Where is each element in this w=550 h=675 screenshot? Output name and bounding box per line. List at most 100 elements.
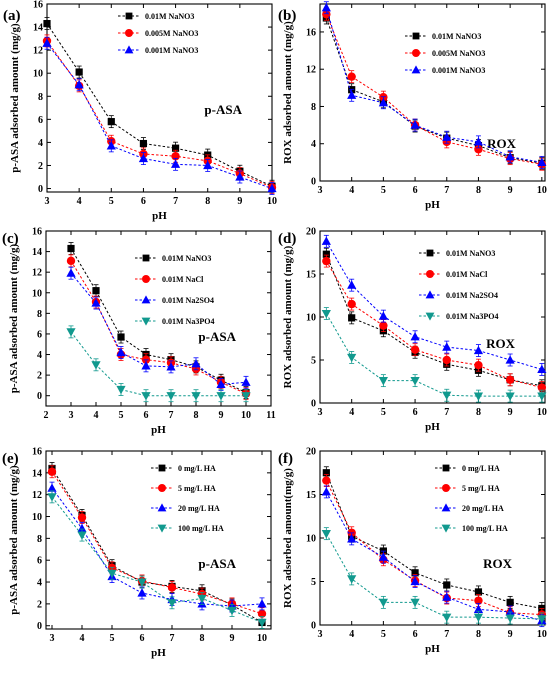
data-point (138, 153, 149, 163)
data-point (107, 569, 117, 579)
y-tick-label: 2 (37, 599, 42, 610)
x-tick-label: 3 (318, 629, 323, 640)
x-tick-label: 6 (144, 410, 149, 421)
data-point (77, 531, 87, 540)
legend-marker (442, 484, 450, 492)
legend-marker (141, 295, 151, 304)
x-tick-label: 6 (140, 633, 145, 644)
series-line (325, 491, 542, 622)
data-series (42, 36, 277, 195)
y-axis-label: p-ASA adsorbed amount (mg/g) (8, 465, 20, 615)
y-tick-label: 2 (38, 161, 43, 172)
legend-label: 0.005M NaNO3 (432, 49, 485, 58)
x-tick-label: 6 (413, 629, 418, 640)
y-tick-label: 8 (38, 92, 43, 103)
x-tick-label: 9 (230, 633, 235, 644)
x-tick-label: 7 (173, 196, 178, 207)
data-point (505, 607, 515, 616)
chart-panel: 3 4 5 6 7 8 9 10 0 5 10 15 20 pH ROX adsorbed amount (… (278, 227, 547, 434)
y-tick-label: 0 (37, 391, 42, 402)
y-tick-label: 16 (32, 227, 42, 238)
data-point (191, 358, 201, 368)
data-point (321, 236, 331, 245)
x-axis-label: pH (425, 199, 440, 211)
data-point (66, 328, 76, 337)
data-point (411, 569, 419, 577)
x-tick-label: 10 (537, 407, 547, 418)
y-tick-label: 8 (37, 309, 42, 320)
data-point (321, 309, 331, 319)
x-tick-label: 6 (413, 407, 418, 418)
legend-marker (125, 29, 133, 37)
y-tick-label: 5 (311, 577, 316, 588)
data-point (537, 392, 547, 401)
data-point (322, 476, 331, 485)
x-tick-label: 9 (508, 407, 513, 418)
data-point (66, 268, 76, 277)
series-line (325, 472, 542, 609)
legend-marker (141, 317, 151, 326)
legend-marker (442, 464, 450, 472)
legend-label: 5 mg/L HA (178, 484, 216, 493)
data-point (378, 311, 388, 320)
data-point (378, 97, 388, 107)
x-tick-label: 2 (44, 410, 49, 421)
y-tick-label: 16 (32, 447, 42, 458)
data-point (166, 392, 176, 401)
y-tick-label: 0 (37, 621, 42, 632)
series-line (46, 23, 273, 187)
legend-label: 20 mg/L HA (178, 504, 220, 513)
data-point (505, 151, 515, 161)
data-point (537, 364, 547, 374)
series-line (51, 487, 263, 607)
legend-marker (411, 65, 421, 74)
legend: 0.01M NaNO3 0.01M NaCl 0.01M Na2SO4 0.01M N… (419, 249, 498, 321)
legend-label: 0.005M NaNO3 (145, 29, 198, 38)
legend-marker (124, 45, 134, 54)
data-series (322, 474, 547, 621)
legend-label: 0.001M NaNO3 (145, 46, 198, 55)
data-point (537, 157, 547, 166)
data-point (216, 379, 226, 388)
series-line (51, 471, 263, 615)
panel-annotation: ROX (483, 556, 513, 571)
y-tick-label: 0 (311, 399, 316, 410)
series-line (325, 260, 542, 389)
x-tick-label: 4 (94, 410, 99, 421)
series-line (46, 42, 273, 190)
data-point (167, 599, 177, 608)
legend-label: 5 mg/L HA (462, 484, 500, 493)
data-point (47, 467, 57, 476)
y-tick-label: 8 (37, 534, 42, 545)
x-tick-label: 3 (318, 407, 323, 418)
data-series (321, 527, 547, 626)
x-axis-label: pH (151, 424, 166, 436)
data-series (321, 485, 547, 628)
legend-marker (412, 32, 420, 40)
series-line (325, 7, 542, 163)
data-series (321, 307, 547, 403)
y-axis-label: p-ASA adsorbed amount (mg/g) (9, 23, 21, 173)
y-axis-label: ROX adsorbed amount (mg/g) (282, 21, 294, 164)
y-tick-label: 4 (37, 350, 42, 361)
x-tick-label: 10 (537, 185, 547, 196)
y-tick-label: 16 (33, 0, 43, 11)
series-line (325, 254, 542, 387)
legend-marker (441, 503, 451, 512)
x-tick-label: 8 (205, 196, 210, 207)
data-point (77, 513, 87, 522)
y-tick-label: 4 (311, 139, 316, 150)
legend-label: 0.01M NaCl (446, 270, 488, 279)
data-point (267, 183, 277, 193)
data-series (66, 325, 251, 403)
chart-panel: 3 4 5 6 7 8 9 10 0 2 4 6 8 10 12 14 16 pH p-ASA adsorbed a… (3, 0, 277, 222)
panel-label: (c) (2, 231, 19, 247)
y-tick-label: 12 (32, 490, 42, 501)
y-tick-label: 2 (37, 371, 42, 382)
series-line (325, 480, 542, 616)
plot-frame (45, 230, 272, 407)
legend-label: 0.01M NaNO3 (432, 32, 481, 41)
data-point (442, 132, 452, 141)
legend-label: 0.01M Na2SO4 (162, 296, 214, 305)
panel-annotation: ROX (487, 136, 517, 151)
